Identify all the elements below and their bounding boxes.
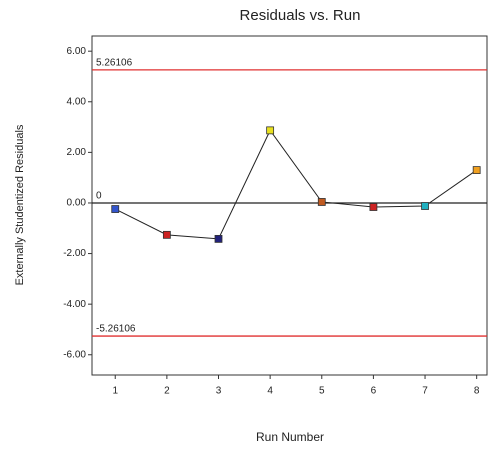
plot-frame xyxy=(91,35,488,376)
point-marker xyxy=(111,205,120,213)
x-tick-label: 2 xyxy=(164,386,170,397)
x-tick-label: 4 xyxy=(267,386,273,397)
x-tick-label: 3 xyxy=(216,386,222,397)
y-tick-label: 2.00 xyxy=(67,147,87,158)
x-axis-label: Run Number xyxy=(256,430,324,444)
y-tick-label: -6.00 xyxy=(63,349,86,360)
point-marker xyxy=(214,234,223,243)
x-tick-label: 8 xyxy=(474,386,480,397)
x-tick-label: 5 xyxy=(319,386,325,397)
y-tick-label: -2.00 xyxy=(63,248,86,259)
y-tick-label: 0.00 xyxy=(67,198,87,209)
x-tick-label: 1 xyxy=(112,386,118,397)
series-line xyxy=(115,129,477,240)
y-tick-label: 6.00 xyxy=(67,46,87,57)
point-marker xyxy=(266,126,275,135)
point-marker xyxy=(369,203,378,211)
y-axis-label: Externally Studentized Residuals xyxy=(14,124,26,285)
point-marker xyxy=(421,202,429,210)
reference-label: -5.26106 xyxy=(96,324,136,335)
point-marker xyxy=(472,166,481,174)
point-marker xyxy=(317,198,326,206)
chart-title: Residuals vs. Run xyxy=(240,7,361,24)
reference-label: 5.26106 xyxy=(96,58,133,69)
y-tick-label: -4.00 xyxy=(63,299,86,310)
x-tick-label: 6 xyxy=(371,386,377,397)
reference-label: 0 xyxy=(96,191,102,202)
point-marker xyxy=(162,230,171,239)
x-tick-label: 7 xyxy=(422,386,428,397)
y-tick-label: 4.00 xyxy=(67,96,87,107)
